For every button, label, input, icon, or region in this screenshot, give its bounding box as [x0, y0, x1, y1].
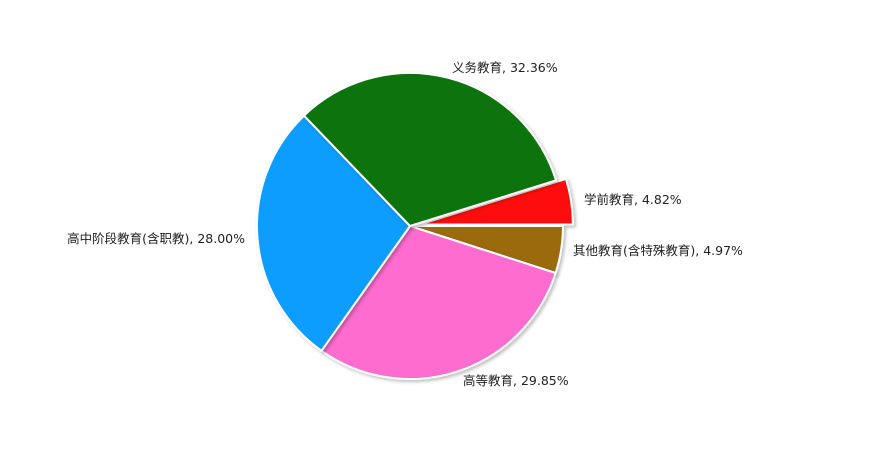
- slice-label-4: 义务教育, 32.36%: [452, 60, 558, 75]
- pie-slice-0[interactable]: [419, 177, 574, 226]
- slice-label-1: 其他教育(含特殊教育), 4.97%: [573, 243, 743, 258]
- pie-slice-3[interactable]: [256, 114, 412, 353]
- slice-label-0: 学前教育, 4.82%: [584, 192, 682, 207]
- pie-slice-4[interactable]: [302, 72, 558, 228]
- slice-label-3: 高中阶段教育(含职教), 28.00%: [67, 231, 245, 246]
- slice-label-2: 高等教育, 29.85%: [463, 373, 569, 388]
- pie-slice-2[interactable]: [320, 224, 557, 380]
